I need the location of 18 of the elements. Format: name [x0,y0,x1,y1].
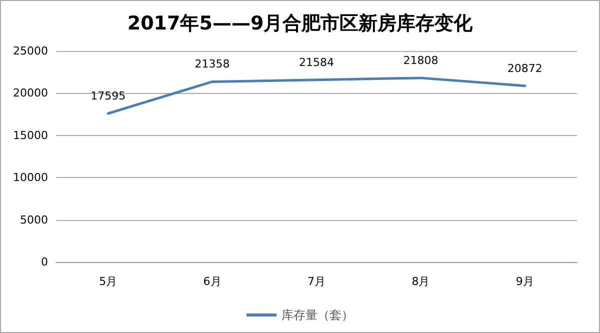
data-label: 21358 [194,58,230,71]
data-label: 21808 [403,54,438,67]
x-tick-label: 6月 [203,275,222,288]
x-tick-label: 5月 [99,275,118,288]
y-tick-label: 10000 [13,171,48,184]
y-tick-label: 15000 [13,128,48,142]
legend-label: 库存量（套） [282,308,354,322]
data-label: 20872 [507,62,542,75]
data-label: 21584 [299,56,334,69]
x-tick-label: 8月 [412,275,430,288]
x-tick-label: 9月 [516,275,534,288]
y-tick-label: 5000 [20,213,48,226]
x-tick-label: 7月 [308,275,326,288]
chart-title: 2017年5——9月合肥市区新房库存变化 [127,12,474,34]
data-label: 17595 [90,90,126,102]
y-tick-label: 0 [41,256,48,268]
y-tick-label: 20000 [13,86,48,100]
y-tick-label: 25000 [13,44,48,58]
